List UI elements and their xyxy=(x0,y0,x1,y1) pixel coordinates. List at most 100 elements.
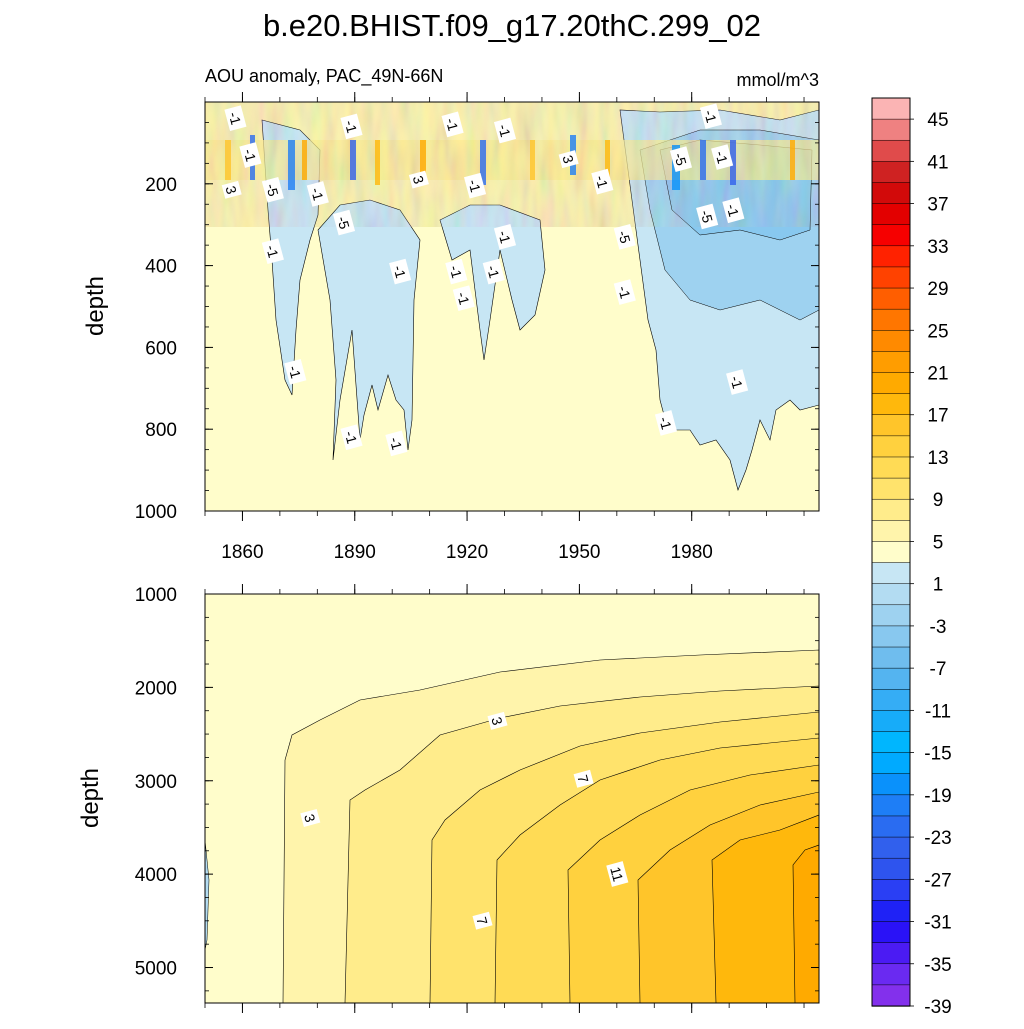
colorbar-label: -7 xyxy=(930,659,947,680)
colorbar-segment xyxy=(871,583,911,606)
svg-text:-1: -1 xyxy=(495,123,514,139)
svg-text:-1: -1 xyxy=(593,174,612,190)
svg-text:-1: -1 xyxy=(465,178,484,194)
bottom-panel: depth 1000 2000 3000 4000 5000 3 3 7 7 11 xyxy=(77,584,820,1013)
colorbar-segment xyxy=(871,773,911,796)
colorbar-label: 21 xyxy=(927,364,948,385)
bottom-ytick-label: 5000 xyxy=(135,959,177,980)
colorbar-segment xyxy=(871,139,911,162)
svg-text:3: 3 xyxy=(222,184,240,196)
bottom-band-17 xyxy=(792,844,819,1003)
top-contour-label: -5 xyxy=(696,203,719,230)
svg-text:-1: -1 xyxy=(484,264,503,280)
colorbar-segment xyxy=(871,520,911,543)
top-panel-ylabel: depth xyxy=(82,276,109,336)
top-contour-label: -1 xyxy=(445,258,468,285)
top-contour-label: -1 xyxy=(493,224,517,250)
top-contour-label: -1 xyxy=(482,258,505,285)
colorbar-label: -3 xyxy=(930,617,947,638)
top-contour-label: -1 xyxy=(613,279,636,305)
bottom-contour-label: 3 xyxy=(300,809,321,827)
colorbar-segment xyxy=(871,203,911,226)
colorbar-segment xyxy=(871,900,911,923)
colorbar-segment xyxy=(871,667,911,690)
colorbar-label: -27 xyxy=(924,870,951,891)
colorbar: 45 41 37 33 29 25 21 17 13 9 5 1 -3 -7 -11 -15 -19 -23 -27… xyxy=(871,97,952,1018)
svg-text:-5: -5 xyxy=(697,208,716,224)
colorbar-segment xyxy=(871,921,911,944)
colorbar-segment xyxy=(871,118,911,141)
svg-text:-1: -1 xyxy=(724,202,743,218)
svg-text:-1: -1 xyxy=(308,186,327,202)
colorbar-label: -23 xyxy=(924,828,951,849)
svg-text:11: 11 xyxy=(607,865,626,883)
colorbar-label: 37 xyxy=(927,195,948,216)
colorbar-segment xyxy=(871,308,911,331)
colorbar-segment xyxy=(871,731,911,754)
colorbar-segment xyxy=(871,372,911,395)
colorbar-label: 1 xyxy=(933,575,944,596)
colorbar-segment xyxy=(871,456,911,479)
top-contour-label: -1 xyxy=(699,103,722,130)
colorbar-segment xyxy=(871,984,911,1007)
top-contour-label: -1 xyxy=(452,285,475,312)
top-panel-ticks: 200 400 600 800 1000 1860 1890 1920 1950 1980 xyxy=(135,92,819,563)
colorbar-label: 29 xyxy=(927,279,948,300)
top-contour-label: -1 xyxy=(385,430,408,457)
colorbar-segment xyxy=(871,625,911,648)
top-contour-label: 3 xyxy=(558,150,579,169)
top-contour-label: -1 xyxy=(493,117,517,144)
top-contour-label: 3 xyxy=(221,180,242,199)
colorbar-segment xyxy=(871,562,911,585)
top-xtick-label: 1920 xyxy=(446,542,488,563)
colorbar-segment xyxy=(871,604,911,627)
colorbar-segment xyxy=(871,477,911,500)
bottom-panel-ticks: 1000 2000 3000 4000 5000 xyxy=(135,584,819,1013)
top-contour-label: -1 xyxy=(591,168,614,195)
svg-text:-1: -1 xyxy=(390,264,409,280)
top-contour-label: -1 xyxy=(463,172,487,199)
svg-text:3: 3 xyxy=(301,812,319,824)
top-contour-label: -1 xyxy=(389,258,412,285)
colorbar-label: 45 xyxy=(927,110,948,131)
bottom-ytick-label: 4000 xyxy=(135,865,177,886)
colorbar-segment xyxy=(871,97,911,120)
top-xtick-label: 1980 xyxy=(671,542,713,563)
svg-text:-1: -1 xyxy=(342,429,361,445)
colorbar-label: 17 xyxy=(927,406,948,427)
colorbar-label: -39 xyxy=(924,997,951,1018)
bottom-contour-label: 11 xyxy=(606,861,629,887)
svg-text:-1: -1 xyxy=(241,147,260,163)
top-panel-units: mmol/m^3 xyxy=(737,70,819,90)
svg-text:7: 7 xyxy=(473,915,491,927)
colorbar-segment xyxy=(871,182,911,205)
colorbar-segment xyxy=(871,287,911,310)
svg-text:-1: -1 xyxy=(443,116,462,132)
colorbar-label: 9 xyxy=(933,490,944,511)
bottom-band-15 xyxy=(711,814,819,1003)
svg-text:-1: -1 xyxy=(342,118,361,134)
colorbar-segment xyxy=(871,857,911,880)
colorbar-segment xyxy=(871,710,911,733)
top-contour-label: -1 xyxy=(722,197,745,224)
colorbar-segment xyxy=(871,879,911,902)
top-contour-label: -1 xyxy=(239,142,262,168)
top-contour-label: -5 xyxy=(332,209,356,236)
colorbar-segment xyxy=(871,266,911,289)
bottom-panel-contour-labels: 3 3 7 7 11 xyxy=(300,711,629,930)
colorbar-segment xyxy=(871,646,911,669)
colorbar-label: -11 xyxy=(925,701,951,722)
colorbar-segment xyxy=(871,224,911,247)
colorbar-segment xyxy=(871,752,911,775)
top-contour-label: -1 xyxy=(340,424,363,451)
svg-text:3: 3 xyxy=(488,715,506,727)
bottom-ytick-label: 3000 xyxy=(135,772,177,793)
colorbar-segment xyxy=(871,330,911,353)
svg-text:-1: -1 xyxy=(712,149,731,165)
bottom-panel-ylabel: depth xyxy=(77,768,104,828)
bottom-ytick-label: 2000 xyxy=(135,678,177,699)
bottom-panel-field xyxy=(205,594,819,1003)
bottom-ytick-label: 1000 xyxy=(135,585,177,606)
